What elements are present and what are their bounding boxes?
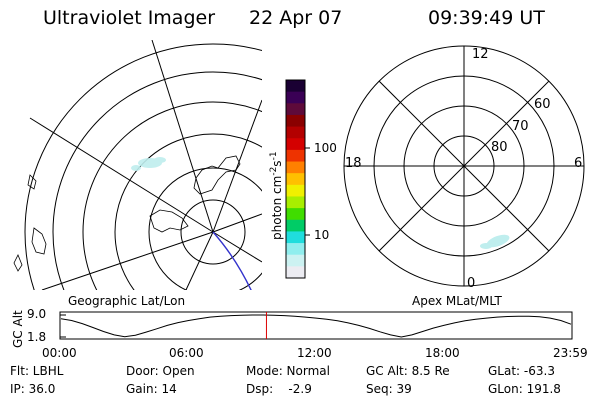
glon-status: GLon: 191.8 [488,382,561,396]
unit-exp: -2 [269,166,279,176]
lat-circle [148,167,262,290]
geographic-map [13,40,262,290]
colorbar-band [286,103,305,116]
x-tick-06: 06:00 [169,346,204,360]
unit-text: s [270,160,284,167]
unit-exp: -1 [269,151,279,161]
colorbar-frame [285,79,306,279]
instrument-title: Ultraviolet Imager [43,7,216,29]
seq-status: Seq: 39 [366,382,412,396]
glat-status: GLat: -63.3 [488,364,555,378]
meridian-line [185,231,214,290]
lat-circle [82,101,262,290]
meridian-line [212,213,262,233]
colorbar-band [286,80,305,93]
orbit-plot-frame [59,311,573,340]
colorbar-band [286,243,305,256]
ip-status: IP: 36.0 [10,382,56,396]
colorbar-band [286,208,305,221]
colorbar-ticks [305,147,310,236]
colorbar [286,80,305,279]
gc-alt-line [60,314,572,338]
meridian-line [151,40,214,233]
dsp-status: Dsp: -2.9 [246,382,312,396]
x-tick-18: 18:00 [425,346,460,360]
x-tick-12: 12:00 [297,346,332,360]
colorbar-tick-100: 100 [314,141,337,155]
orbit-ylabel: GC Alt [11,310,25,348]
apex-caption: Apex MLat/MLT [412,294,502,308]
geographic-caption: Geographic Lat/Lon [68,294,186,308]
orbit-ytick-9: 9.0 [27,307,47,321]
aurora-patch [131,157,166,171]
x-tick-00: 00:00 [42,346,77,360]
gc-alt-status: GC Alt: 8.5 Re [366,364,450,378]
colorbar-tick-10: 10 [314,228,330,242]
meridian-line [212,231,262,263]
mlt-diagonal [378,80,550,252]
meridian-line [29,117,214,233]
colorbar-band [286,266,305,279]
time-label: 09:39:49 UT [428,7,545,29]
filter-status: Flt: LBHL [10,364,64,378]
terminator-line [212,231,252,290]
mlt-label-0: 0 [467,276,476,291]
mlt-label-12: 12 [472,47,489,62]
colorbar-band [286,91,305,104]
x-tick-2359: 23:59 [553,346,588,360]
colorbar-band [286,219,305,232]
colorbar-band [286,114,305,128]
mlat-label-80: 80 [491,140,508,155]
mode-status: Mode: Normal [246,364,330,378]
coastlines [13,155,241,272]
lat-circle [52,71,262,290]
lat-circle [24,43,262,290]
colorbar-band [286,161,305,174]
door-status: Door: Open [126,364,195,378]
colorbar-band [286,138,305,151]
mlt-label-18: 18 [345,156,362,171]
meridian-line [212,99,262,233]
mlt-label-6: 6 [574,156,583,171]
date-label: 22 Apr 07 [249,7,343,29]
colorbar-band [286,173,305,186]
colorbar-band [286,149,305,163]
colorbar-unit-label: photon cm-2s-1 [269,151,284,240]
lat-circle [114,133,262,290]
colorbar-band [286,126,305,139]
mlt-grid [343,45,585,287]
unit-text: photon cm [270,175,284,240]
aurora-patch-mlt [480,234,510,249]
colorbar-band [286,184,305,197]
gain-status: Gain: 14 [126,382,177,396]
colorbar-band [286,231,305,244]
meridian-line [41,231,214,290]
orbit-y-ticks [60,314,66,338]
colorbar-band [286,196,305,209]
lat-circle [180,199,246,265]
orbit-ytick-1.8: 1.8 [27,330,47,344]
mlat-label-70: 70 [512,119,529,134]
mlat-label-60: 60 [534,97,551,112]
colorbar-band [286,254,305,267]
